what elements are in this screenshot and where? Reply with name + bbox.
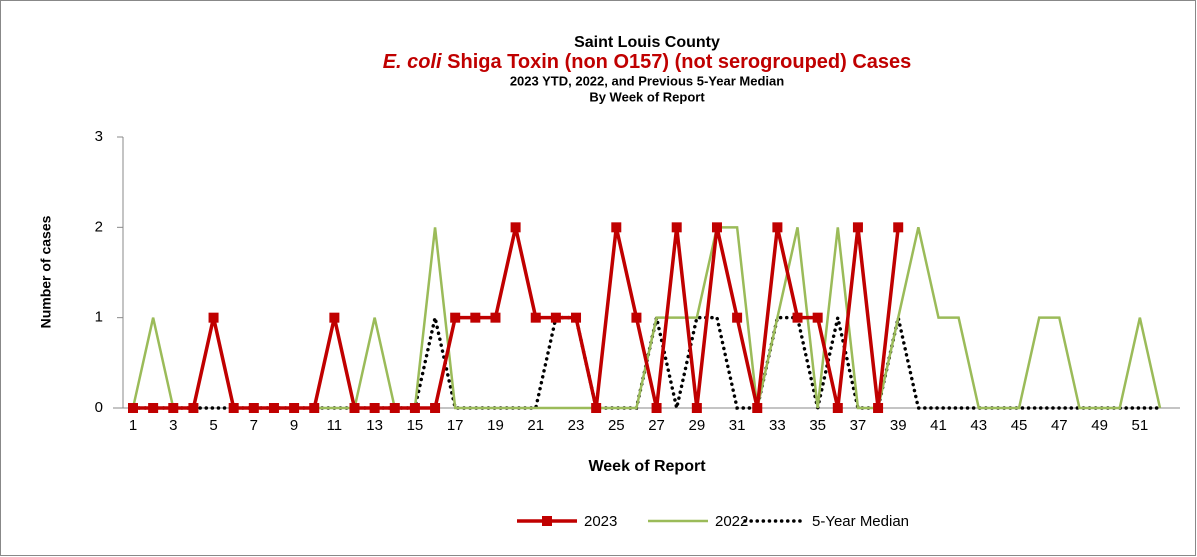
subtitle: 2023 YTD, 2022, and Previous 5-Year Medi…	[510, 73, 784, 88]
title-italic: E. coli	[383, 51, 442, 73]
data-point	[510, 222, 521, 233]
x-tick-label: 49	[1091, 417, 1108, 434]
y-tick-label: 0	[95, 399, 103, 416]
x-tick-label: 33	[769, 417, 786, 434]
data-point	[691, 403, 702, 413]
data-point	[490, 312, 501, 323]
data-point	[148, 403, 159, 413]
data-point	[248, 403, 259, 413]
data-point	[329, 312, 340, 323]
x-tick-label: 27	[648, 417, 665, 434]
x-tick-label: 5	[209, 417, 217, 434]
subtitle2: By Week of Report	[589, 89, 705, 104]
legend-marker	[542, 516, 552, 526]
x-tick-label: 35	[809, 417, 826, 434]
data-point	[128, 403, 138, 413]
data-point	[450, 312, 461, 323]
data-point	[208, 312, 219, 323]
data-point	[752, 403, 763, 413]
x-tick-label: 47	[1051, 417, 1068, 434]
data-point	[389, 403, 400, 413]
x-tick-label: 17	[447, 417, 464, 434]
x-tick-label: 39	[890, 417, 907, 434]
x-tick-label: 13	[366, 417, 383, 434]
chart-title: E. coli Shiga Toxin (non O157) (not sero…	[383, 51, 912, 73]
y-axis-title: Number of cases	[38, 215, 54, 328]
data-point	[188, 403, 199, 413]
data-point	[792, 312, 803, 323]
data-point	[571, 312, 582, 323]
x-tick-label: 45	[1011, 417, 1028, 434]
x-tick-label: 1	[129, 417, 137, 434]
data-point	[893, 222, 904, 233]
x-tick-label: 21	[527, 417, 544, 434]
data-point	[732, 312, 743, 323]
x-tick-label: 11	[327, 417, 343, 434]
x-tick-label: 9	[290, 417, 298, 434]
title-main: Shiga Toxin (non O157) (not serogrouped)…	[447, 51, 911, 73]
legend-label: 2022	[715, 513, 748, 530]
x-tick-label: 51	[1132, 417, 1149, 434]
data-point	[349, 403, 360, 413]
x-tick-label: 23	[568, 417, 585, 434]
x-tick-label: 31	[729, 417, 746, 434]
legend-label: 2023	[584, 513, 617, 530]
data-point	[369, 403, 380, 413]
data-point	[409, 403, 420, 413]
data-point	[550, 312, 561, 323]
data-point	[873, 403, 884, 413]
data-point	[430, 403, 441, 413]
x-tick-label: 43	[970, 417, 987, 434]
x-tick-label: 37	[850, 417, 867, 434]
x-axis-title: Week of Report	[588, 458, 706, 475]
x-tick-label: 3	[169, 417, 177, 434]
data-point	[228, 403, 239, 413]
data-point	[671, 222, 682, 233]
data-point	[631, 312, 642, 323]
data-point	[832, 403, 843, 413]
y-tick-label: 2	[95, 218, 103, 235]
data-point	[309, 403, 320, 413]
y-tick-label: 3	[95, 128, 103, 145]
data-point	[289, 403, 300, 413]
data-point	[168, 403, 179, 413]
chart-title-top: Saint Louis County	[574, 34, 720, 51]
x-tick-label: 15	[407, 417, 424, 434]
data-point	[812, 312, 823, 323]
data-point	[591, 403, 602, 413]
data-point	[611, 222, 622, 233]
y-tick-label: 1	[95, 309, 103, 326]
data-point	[651, 403, 662, 413]
x-tick-label: 29	[688, 417, 705, 434]
x-tick-label: 25	[608, 417, 625, 434]
x-tick-label: 19	[487, 417, 504, 434]
data-point	[852, 222, 863, 233]
data-point	[530, 312, 541, 323]
x-tick-label: 41	[930, 417, 947, 434]
data-point	[470, 312, 481, 323]
data-point	[711, 222, 722, 233]
x-tick-label: 7	[250, 417, 258, 434]
data-point	[772, 222, 783, 233]
legend-label: 5-Year Median	[812, 513, 909, 530]
data-point	[268, 403, 279, 413]
